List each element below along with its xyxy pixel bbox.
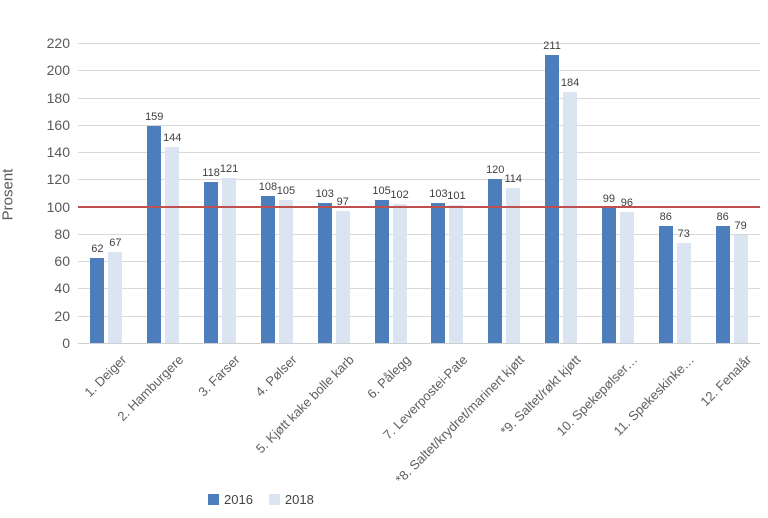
y-tick-220: 220 xyxy=(46,35,70,51)
bar-value-2016-cat4: 108 xyxy=(258,180,278,193)
bar-2016-cat2 xyxy=(147,126,162,343)
bar-2016-cat12 xyxy=(715,225,730,343)
y-axis-title: Prosent xyxy=(0,168,17,221)
bar-2018-cat10 xyxy=(619,212,634,343)
gridline-120 xyxy=(78,179,760,181)
gridline-20 xyxy=(78,315,760,317)
gridline-0 xyxy=(78,343,760,344)
bar-2016-cat5 xyxy=(317,202,332,343)
bar-value-2016-cat9: 211 xyxy=(543,40,561,53)
reference-line-100 xyxy=(78,205,760,208)
y-tick-180: 180 xyxy=(46,89,70,106)
gridline-60 xyxy=(78,261,760,263)
plot-area: 62 67 159 144 118 121 108 105 103 97 105 102 103 101 1… xyxy=(78,40,760,344)
gridline-80 xyxy=(78,233,760,235)
bar-2018-cat2 xyxy=(165,146,180,343)
bar-2016-cat11 xyxy=(658,225,673,343)
bar-value-2018-cat1: 67 xyxy=(109,236,122,249)
gridline-40 xyxy=(78,288,760,290)
bar-value-2018-cat12: 79 xyxy=(734,220,747,233)
y-tick-120: 120 xyxy=(46,171,70,188)
bar-2018-cat3 xyxy=(222,178,237,343)
bar-2018-cat11 xyxy=(676,243,691,343)
bar-2016-cat4 xyxy=(260,195,275,343)
bar-2018-cat7 xyxy=(449,205,464,343)
y-tick-80: 80 xyxy=(54,225,70,242)
legend-item-2018: 2018 xyxy=(268,492,314,507)
gridline-140 xyxy=(78,152,760,154)
bar-2018-cat9 xyxy=(563,92,578,343)
bar-value-2016-cat12: 86 xyxy=(716,210,729,223)
bar-2016-cat9 xyxy=(545,55,560,343)
bar-2016-cat7 xyxy=(431,202,446,343)
gridline-220 xyxy=(78,43,760,44)
legend-swatch-2018 xyxy=(268,494,280,505)
bar-value-2016-cat7: 103 xyxy=(429,187,448,200)
bar-value-2018-cat8: 114 xyxy=(504,172,523,185)
bar-value-2018-cat5: 97 xyxy=(336,195,349,208)
bar-value-2018-cat6: 102 xyxy=(390,188,409,201)
bar-value-2016-cat5: 103 xyxy=(315,187,334,200)
y-tick-160: 160 xyxy=(46,116,70,133)
bar-2016-cat1 xyxy=(90,258,105,343)
bar-value-2018-cat9: 184 xyxy=(560,77,580,90)
y-tick-60: 60 xyxy=(54,253,70,270)
bar-2018-cat1 xyxy=(108,251,123,343)
x-label-cat12: 12. Fenalår xyxy=(697,352,755,410)
bar-value-2016-cat2: 159 xyxy=(145,111,164,124)
x-label-cat6: 6. Pålegg xyxy=(363,352,414,402)
bar-2018-cat12 xyxy=(733,235,748,343)
bar-value-2016-cat10: 99 xyxy=(602,193,616,205)
bar-2018-cat8 xyxy=(506,187,521,343)
bar-value-2018-cat11: 73 xyxy=(677,228,690,241)
y-tick-140: 140 xyxy=(46,144,70,161)
x-label-cat5: 5. Kjøtt kake bolle karb xyxy=(252,352,357,457)
bar-2018-cat6 xyxy=(392,203,407,343)
bar-value-2018-cat4: 105 xyxy=(276,184,296,197)
bar-value-2018-cat7: 101 xyxy=(447,190,466,203)
y-tick-40: 40 xyxy=(54,280,70,297)
gridline-200 xyxy=(78,70,760,72)
bar-2018-cat5 xyxy=(335,210,350,343)
bar-value-2016-cat11: 86 xyxy=(659,210,672,223)
y-tick-20: 20 xyxy=(54,307,70,324)
legend-item-2016: 2016 xyxy=(208,492,253,507)
bar-2016-cat6 xyxy=(374,199,389,343)
bar-2016-cat10 xyxy=(601,208,616,343)
legend-label-2016: 2016 xyxy=(224,492,253,507)
bar-value-2016-cat3: 118 xyxy=(202,167,220,180)
legend-swatch-2016 xyxy=(208,494,219,505)
bar-value-2018-cat2: 144 xyxy=(163,131,182,144)
bar-2016-cat3 xyxy=(204,182,219,343)
legend-label-2018: 2018 xyxy=(284,492,314,507)
y-tick-100: 100 xyxy=(46,198,70,215)
bar-value-2018-cat3: 121 xyxy=(219,163,239,175)
bar-value-2016-cat1: 62 xyxy=(91,243,104,256)
legend: 2016 2018 xyxy=(208,492,314,507)
gridline-180 xyxy=(78,97,760,99)
bar-2018-cat4 xyxy=(278,199,293,343)
gridline-160 xyxy=(78,124,760,126)
bar-value-2016-cat6: 105 xyxy=(372,184,391,197)
bar-2016-cat8 xyxy=(488,179,503,343)
x-label-cat1: 1. Deiger xyxy=(81,352,130,400)
y-tick-200: 200 xyxy=(46,62,70,79)
bar-value-2016-cat8: 120 xyxy=(486,164,505,177)
x-label-cat3: 3. Farser xyxy=(195,352,243,400)
y-tick-0: 0 xyxy=(62,335,70,351)
x-label-cat4: 4. Pølser xyxy=(252,352,300,400)
